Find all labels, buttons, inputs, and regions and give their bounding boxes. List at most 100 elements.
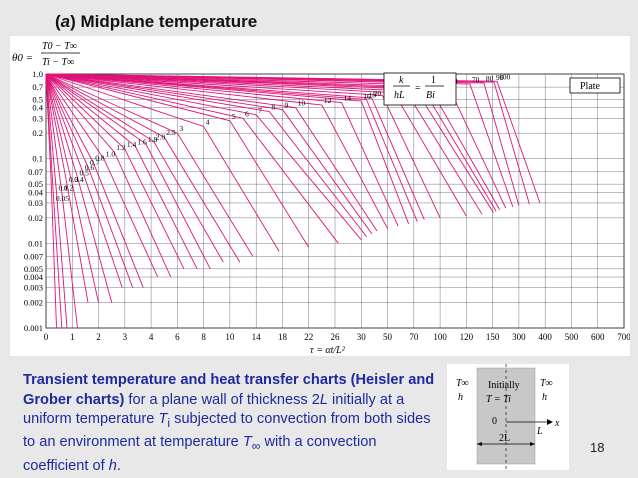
curve-label: 2.5 — [166, 128, 176, 137]
x-tick-label: 50 — [383, 332, 393, 342]
curve-1.8 — [45, 73, 211, 270]
param-k: k — [399, 75, 404, 86]
curve-label: 16 — [363, 92, 371, 101]
curve-label: 5 — [232, 112, 236, 121]
y-tick-label: 0.005 — [24, 264, 43, 274]
x-tick-label: 4 — [149, 332, 154, 342]
y-tick-label: 1.0 — [32, 69, 43, 79]
x-tick-label: 10 — [225, 332, 235, 342]
x-tick-label: 30 — [357, 332, 367, 342]
x-tick-label: 100 — [433, 332, 447, 342]
curve-8 — [45, 73, 367, 237]
curve-14 — [45, 73, 399, 227]
curve-1.4 — [45, 73, 185, 269]
curve-0.5 — [45, 73, 113, 303]
curve-label: 0.3 — [69, 175, 79, 184]
curve-label: 80 — [486, 74, 494, 83]
x-tick-labels: 0 1 2 3 4 6 8 10 14 18 22 26 30 50 70 100 120 150 300 400 50… — [44, 332, 630, 342]
curve-25 — [45, 73, 441, 218]
curve-label: 1.2 — [116, 143, 126, 152]
y-tick-label: 0.01 — [28, 238, 43, 248]
x-tick-label: 0 — [44, 332, 49, 342]
y-tick-label: 0.3 — [32, 113, 43, 123]
curve-label: 2.0 — [156, 132, 166, 141]
y-tick-labels: 1.0 0.7 0.50.40.3 0.2 0.1 0.07 0.050.040.03 0.0… — [24, 69, 44, 333]
curve-100 — [45, 73, 541, 204]
param-bi: Bi — [426, 90, 435, 101]
curve-label: 12 — [324, 96, 332, 105]
y-tick-label: 0.7 — [32, 82, 43, 92]
y-tick-label: 0.1 — [32, 154, 43, 164]
page-number: 18 — [590, 440, 605, 455]
curve-label: 0.6 — [85, 163, 95, 172]
left-h: h — [458, 392, 463, 403]
right-tinf: T∞ — [540, 378, 553, 389]
curve-9 — [45, 73, 373, 234]
y-label-lhs: θ0 = — [12, 52, 33, 64]
curve-5 — [45, 73, 310, 248]
curve-label: 0.1 — [59, 183, 69, 192]
curve-0.05 — [45, 73, 63, 329]
curve-7 — [45, 73, 362, 241]
x-tick-label: 120 — [460, 332, 474, 342]
left-tinf: T∞ — [456, 378, 469, 389]
y-tick-label: 0.07 — [28, 167, 43, 177]
x-tick-label: 22 — [304, 332, 313, 342]
legend-plate: Plate — [569, 77, 621, 94]
param-hl: hL — [394, 90, 405, 101]
y-tick-label: 0.02 — [28, 213, 43, 223]
curve-0.6 — [45, 73, 123, 288]
wall-2l: 2L — [499, 433, 510, 444]
curve-10 — [45, 73, 378, 232]
y-tick-label: 0.002 — [24, 298, 43, 308]
x-tick-label: 1 — [70, 332, 75, 342]
plane-wall-diagram: T∞ h T∞ h Initially T = Ti 0 L x 2L — [447, 364, 569, 470]
param-1: 1 — [431, 75, 436, 86]
curve-0.8 — [45, 73, 144, 288]
curve-label: 10 — [298, 99, 306, 108]
curve-label: 3 — [179, 124, 183, 133]
caption: Transient temperature and heat transfer … — [23, 372, 435, 474]
curve-20 — [45, 73, 425, 220]
curve-0.3 — [45, 73, 89, 303]
curve-label: 9 — [284, 101, 288, 110]
y-tick-label: 0.2 — [32, 128, 43, 138]
slide-title: (a) Midplane temperature — [55, 12, 258, 31]
curve-3 — [45, 73, 254, 257]
curve-0.7 — [45, 73, 134, 288]
curve-label: 0.5 — [80, 168, 90, 177]
curve-label: 0.7 — [90, 158, 100, 167]
curve-1.0 — [45, 73, 159, 278]
wall-t-eq: T = Ti — [486, 394, 511, 405]
curve-label: 20 — [374, 89, 382, 98]
curve-label: 7 — [258, 106, 262, 115]
curve-0.2 — [45, 73, 78, 329]
right-h: h — [542, 392, 547, 403]
wall-zero: 0 — [492, 416, 497, 427]
curve-6 — [45, 73, 339, 244]
curve-label: 1.8 — [148, 135, 158, 144]
wall-l: L — [536, 426, 543, 437]
curve-1.2 — [45, 73, 172, 278]
curve-label: 90 — [496, 73, 504, 82]
x-tick-label: 8 — [201, 332, 206, 342]
curve-label: 0.05 — [56, 194, 69, 203]
wall-initially: Initially — [488, 380, 520, 391]
curve-label: 70 — [472, 75, 480, 84]
y-tick-label: 0.5 — [32, 94, 43, 104]
x-tick-label: 150 — [486, 332, 500, 342]
curve-2.5 — [45, 73, 241, 263]
curve-4 — [45, 73, 280, 252]
curve-label: 4 — [206, 117, 210, 126]
curve-label: 6 — [245, 109, 249, 118]
x-tick-label: 300 — [512, 332, 526, 342]
curve-1.6 — [45, 73, 198, 270]
curve-label: 18 — [369, 90, 377, 99]
y-tick-label: 0.03 — [28, 198, 43, 208]
curve-0.1 — [45, 73, 68, 329]
y-tick-label: 0.05 — [28, 179, 43, 189]
x-tick-label: 18 — [278, 332, 288, 342]
y-tick-label: 0.003 — [24, 283, 43, 293]
x-tick-label: 700 — [617, 332, 630, 342]
curve-label: 0.8 — [95, 154, 105, 163]
